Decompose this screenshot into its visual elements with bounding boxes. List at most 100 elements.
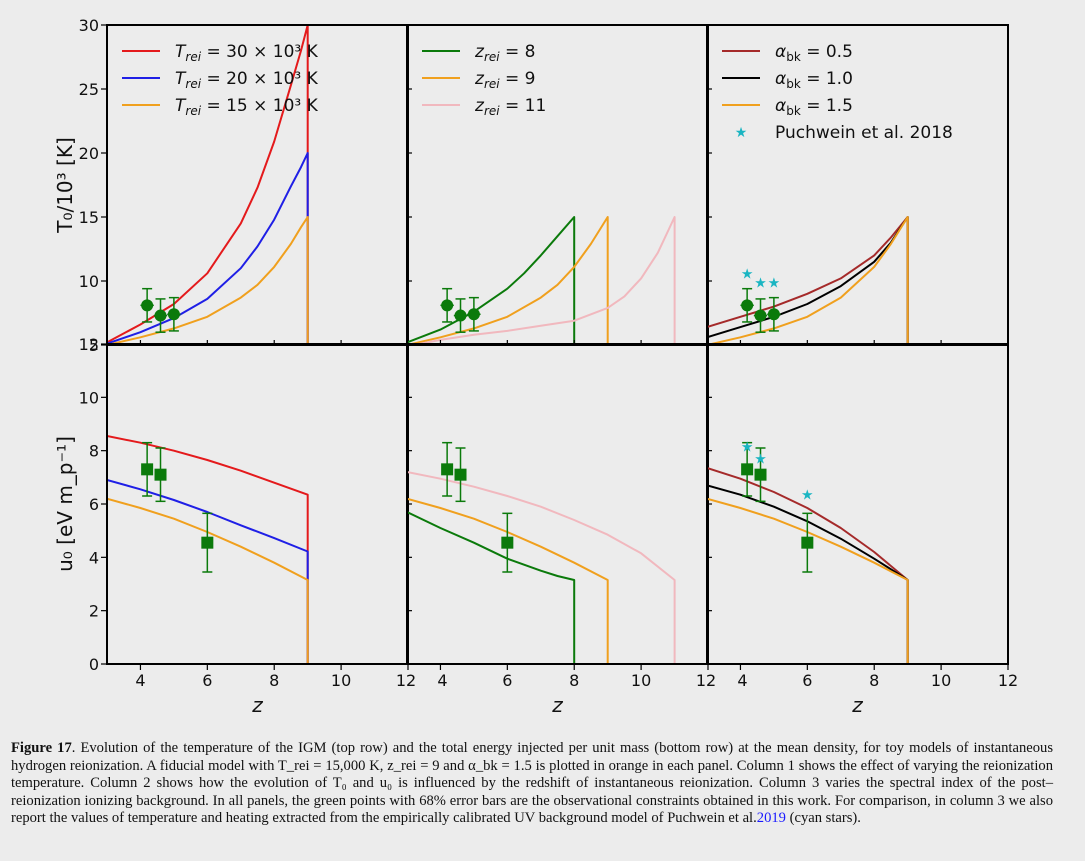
x-tick-label: 6 [802, 671, 812, 690]
series-line [407, 511, 576, 664]
series-line [107, 216, 309, 345]
x-tick-label: 6 [202, 671, 212, 690]
series-line [408, 216, 676, 345]
observation-point [754, 468, 767, 481]
y-tick-label: 30 [79, 16, 99, 35]
y-tick-label: 15 [79, 208, 99, 227]
x-tick-label: 6 [502, 671, 512, 690]
x-tick-label: 10 [331, 671, 351, 690]
legend-label: zrei = 8 [474, 42, 535, 64]
x-tick-label: 4 [737, 671, 747, 690]
observation-point [741, 463, 754, 476]
puchwein-star: ★ [754, 452, 767, 468]
series-line [407, 216, 609, 345]
caption-text: . Evolution of the temperature of the IG… [11, 740, 1053, 827]
legend-label: Puchwein et al. 2018 [775, 123, 953, 143]
legend-label: αbk = 1.5 [775, 96, 853, 118]
puchwein-star: ★ [741, 266, 754, 282]
series-line [407, 497, 609, 664]
panel-bottom-middle: 4 6 8 10 12 z [406, 343, 716, 717]
legend-label: Trei = 15 × 10³ K [175, 96, 319, 118]
panel-bottom-left: 0 2 4 6 8 10 12 4 6 8 10 12 z u₀ [eV m_p⁻¹] [53, 335, 416, 717]
puchwein-star: ★ [801, 488, 814, 504]
observation-point [767, 308, 780, 321]
x-tick-label: 8 [569, 671, 579, 690]
x-tick-label: 4 [135, 671, 145, 690]
legend-label: zrei = 11 [474, 96, 546, 118]
y-tick-label: 25 [79, 80, 99, 99]
axes-frame [706, 24, 1009, 346]
x-tick-label: 8 [869, 671, 879, 690]
observation-point [201, 536, 214, 549]
observation-point [154, 468, 167, 481]
observation-point [741, 299, 754, 312]
series-line [407, 216, 576, 345]
x-tick-label: 4 [437, 671, 447, 690]
legend-label: αbk = 1.0 [775, 69, 853, 91]
observation-point [801, 536, 814, 549]
y-tick-label: 2 [89, 602, 99, 621]
axes-frame [706, 343, 1009, 665]
observation-point [154, 309, 167, 322]
observation-point [467, 308, 480, 321]
y-tick-label: 0 [89, 655, 99, 674]
caption-label: Figure 17 [11, 740, 72, 756]
legend: αbk = 0.5 αbk = 1.0 αbk = 1.5 ★ Puchwein et … [722, 42, 953, 143]
observation-point [441, 463, 454, 476]
axes-frame [106, 343, 409, 665]
y-tick-label: 10 [79, 272, 99, 291]
caption-tail: (cyan stars). [785, 810, 861, 827]
legend-label: Trei = 20 × 10³ K [175, 69, 319, 91]
plot-area: ★★★ [707, 216, 909, 345]
observation-point [141, 299, 154, 312]
x-tick-label: 12 [396, 671, 416, 690]
legend-label: zrei = 9 [474, 69, 535, 91]
x-axis-label: z [851, 693, 863, 717]
observation-point [141, 463, 154, 476]
puchwein-star: ★ [768, 275, 781, 291]
legend-label: Trei = 30 × 10³ K [175, 42, 319, 64]
legend-star: ★ [735, 125, 748, 141]
y-tick-label: 12 [79, 335, 99, 354]
plot-area [107, 435, 309, 664]
observation-point [754, 309, 767, 322]
axes-frame [406, 24, 709, 346]
puchwein-star: ★ [754, 275, 767, 291]
caption-citation-link[interactable]: 2019 [756, 810, 786, 827]
y-tick-label: 6 [89, 495, 99, 514]
observation-point [167, 308, 180, 321]
legend-label: αbk = 0.5 [775, 42, 853, 64]
plot-area: ★★★ [707, 440, 909, 664]
x-axis-label: z [251, 693, 263, 717]
x-axis-label: z [551, 693, 563, 717]
panel-top-middle: zrei = 8 zrei = 9 zrei = 11 [406, 24, 709, 346]
x-tick-label: 12 [696, 671, 716, 690]
puchwein-star: ★ [741, 440, 754, 456]
y-axis-label: T₀/10³ [K] [53, 137, 77, 234]
series-line [707, 497, 909, 664]
y-tick-label: 8 [89, 442, 99, 461]
plot-area [407, 441, 676, 664]
observation-point [454, 309, 467, 322]
x-tick-label: 8 [269, 671, 279, 690]
observation-point [441, 299, 454, 312]
legend: Trei = 30 × 10³ K Trei = 20 × 10³ K Trei =… [122, 42, 319, 118]
legend: zrei = 8 zrei = 9 zrei = 11 [422, 42, 546, 118]
y-tick-label: 10 [79, 388, 99, 407]
plot-area [107, 25, 309, 345]
x-tick-label: 10 [931, 671, 951, 690]
y-tick-label: 5 [89, 336, 99, 355]
series-line [407, 471, 676, 664]
y-tick-label: 20 [79, 144, 99, 163]
plot-area [407, 216, 676, 345]
figure-caption: Figure 17. Evolution of the temperature … [11, 740, 1053, 828]
observation-point [501, 536, 514, 549]
y-tick-label: 4 [89, 548, 99, 567]
series-line [107, 497, 309, 664]
x-tick-label: 10 [631, 671, 651, 690]
y-axis-label: u₀ [eV m_p⁻¹] [53, 436, 77, 572]
series-line [107, 25, 309, 345]
